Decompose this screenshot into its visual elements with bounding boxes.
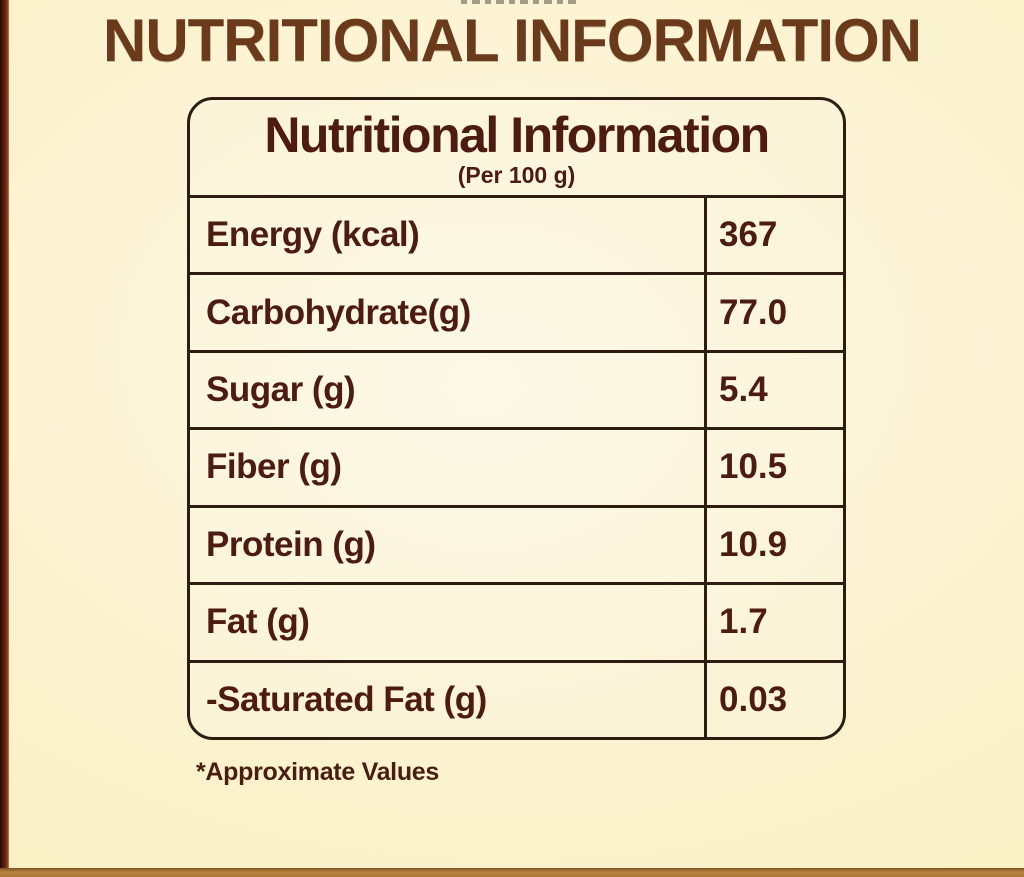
table-row: Protein (g) 10.9	[190, 504, 843, 583]
nutrient-label: Protein (g)	[206, 524, 376, 564]
nutrient-value: 10.5	[704, 430, 843, 505]
table-row: Energy (kcal) 367	[190, 198, 843, 273]
surface-edge-strip	[0, 868, 1024, 877]
cropped-text-fragment	[461, 0, 579, 4]
package-edge-strip	[0, 0, 9, 877]
table-row: Carbohydrate(g) 77.0	[190, 272, 843, 350]
nutrient-value: 367	[704, 198, 843, 273]
table-row: -Saturated Fat (g) 0.03	[190, 659, 843, 737]
nutrient-value: 10.9	[704, 507, 843, 583]
table-row: Fat (g) 1.7	[190, 582, 843, 660]
nutrient-value: 0.03	[704, 662, 843, 737]
nutrient-label: Fiber (g)	[206, 447, 342, 487]
nutrient-label: Energy (kcal)	[206, 215, 420, 255]
nutrient-label: Fat (g)	[206, 602, 310, 642]
table-body: Energy (kcal) 367 Carbohydrate(g) 77.0 S…	[190, 198, 843, 737]
nutrient-label: Carbohydrate(g)	[206, 292, 471, 332]
nutrient-label: -Saturated Fat (g)	[206, 679, 487, 719]
nutrition-table: Nutritional Information (Per 100 g) Ener…	[187, 97, 846, 740]
approximate-values-note: *Approximate Values	[196, 758, 440, 786]
table-header: Nutritional Information (Per 100 g)	[190, 100, 843, 198]
table-subtitle: (Per 100 g)	[457, 162, 576, 188]
table-title: Nutritional Information	[264, 107, 770, 163]
nutrient-value: 1.7	[704, 585, 843, 660]
page-title: NUTRITIONAL INFORMATION	[102, 7, 922, 74]
nutrient-value: 5.4	[704, 352, 843, 428]
table-row: Sugar (g) 5.4	[190, 349, 843, 428]
table-row: Fiber (g) 10.5	[190, 427, 843, 505]
nutrient-value: 77.0	[704, 275, 843, 350]
nutrient-label: Sugar (g)	[206, 370, 356, 410]
